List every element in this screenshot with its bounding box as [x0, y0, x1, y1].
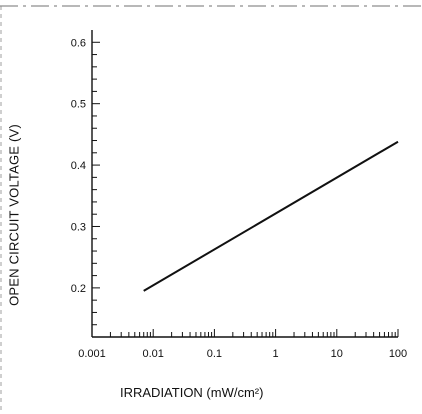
- x-tick-label: 1: [273, 348, 279, 360]
- axes: [91, 30, 398, 338]
- y-tick-label: 0.5: [71, 99, 86, 111]
- x-tick-label: 10: [331, 348, 343, 360]
- series-line: [143, 140, 399, 292]
- y-ticks: 0.2 0.3 0.4 0.5 0.6: [71, 37, 100, 326]
- x-tick-label: 100: [389, 348, 407, 360]
- y-tick-label: 0.4: [71, 160, 86, 172]
- x-ticks: 0.001 0.01 0.1 1 10 100: [78, 329, 407, 360]
- x-tick-label: 0.001: [78, 348, 106, 360]
- series-group: [143, 140, 399, 292]
- y-axis-label-container: OPEN CIRCUIT VOLTAGE (V): [2, 100, 26, 330]
- y-tick-label: 0.2: [71, 283, 86, 295]
- y-tick-label: 0.3: [71, 221, 86, 233]
- x-tick-label: 0.1: [207, 348, 222, 360]
- x-tick-label: 0.01: [142, 348, 163, 360]
- y-axis-label: OPEN CIRCUIT VOLTAGE (V): [6, 124, 22, 306]
- x-axis-label-text: IRRADIATION (mW/cm²): [120, 385, 264, 400]
- x-axis-label: IRRADIATION (mW/cm²): [120, 385, 263, 400]
- y-tick-label: 0.6: [71, 37, 86, 49]
